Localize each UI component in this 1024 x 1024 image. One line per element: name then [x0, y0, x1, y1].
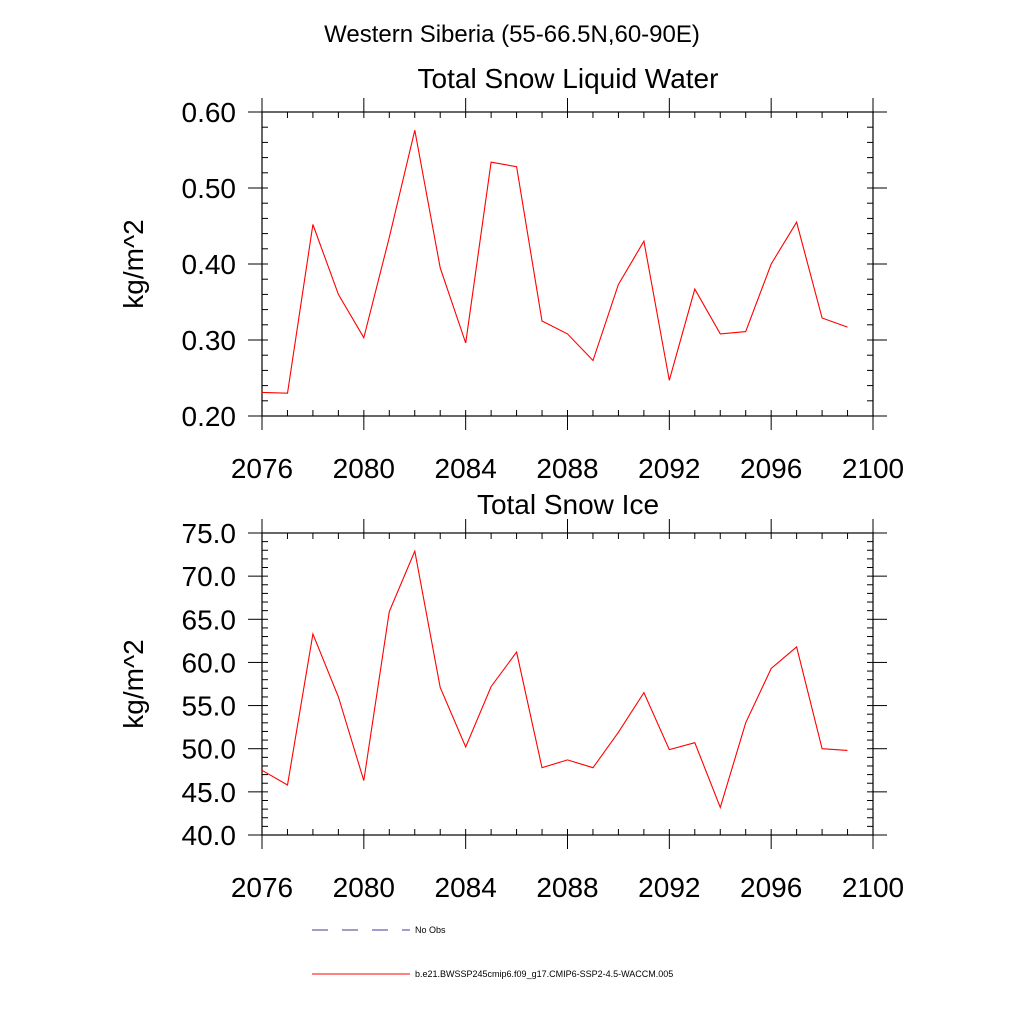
- y-tick-label: 0.20: [182, 401, 237, 432]
- y-tick-label: 0.40: [182, 249, 237, 280]
- panel-title: Total Snow Ice: [477, 489, 659, 520]
- series-line: [261, 130, 848, 394]
- y-tick-label: 75.0: [182, 518, 237, 549]
- y-tick-label: 65.0: [182, 604, 237, 635]
- panel-snow-liquid-water: Total Snow Liquid Water kg/m^2 2076 2080 2…: [118, 63, 904, 484]
- y-tick-label: 50.0: [182, 734, 237, 765]
- y-tick-label: 0.50: [182, 173, 237, 204]
- x-tick-label: 2092: [638, 453, 700, 484]
- plot-area: 2076 2080 2084 2088 2092 2096 2100 40.0 45.0 50.0…: [182, 518, 905, 903]
- figure-title: Western Siberia (55-66.5N,60-90E): [324, 21, 700, 48]
- y-tick-label: 0.30: [182, 325, 237, 356]
- plot-area: 2076 2080 2084 2088 2092 2096 2100 0.20 0.30 0.40…: [182, 97, 905, 484]
- y-tick-label: 40.0: [182, 820, 237, 851]
- legend-label-model: b.e21.BWSSP245cmip6.f09_g17.CMIP6-SSP2-4…: [415, 969, 673, 979]
- x-tick-label: 2088: [536, 872, 598, 903]
- legend: No Obs b.e21.BWSSP245cmip6.f09_g17.CMIP6…: [312, 925, 673, 979]
- x-tick-label: 2080: [333, 453, 395, 484]
- panel-snow-ice: Total Snow Ice kg/m^2 2076 2080 2084 2088 20…: [118, 489, 904, 903]
- x-tick-label: 2084: [435, 872, 497, 903]
- plot-frame: [261, 111, 874, 417]
- x-tick-label: 2092: [638, 872, 700, 903]
- series-line: [261, 549, 848, 810]
- x-tick-label: 2080: [333, 872, 395, 903]
- y-tick-label: 55.0: [182, 691, 237, 722]
- x-tick-label: 2088: [536, 453, 598, 484]
- plot-frame: [261, 532, 874, 836]
- y-axis-label: kg/m^2: [118, 219, 149, 308]
- y-tick-label: 60.0: [182, 647, 237, 678]
- x-tick-label: 2096: [740, 872, 802, 903]
- y-tick-label: 0.60: [182, 97, 237, 128]
- x-tick-label: 2100: [842, 872, 904, 903]
- x-tick-label: 2100: [842, 453, 904, 484]
- x-tick-label: 2076: [231, 453, 293, 484]
- y-tick-label: 45.0: [182, 777, 237, 808]
- x-tick-label: 2096: [740, 453, 802, 484]
- x-tick-label: 2084: [435, 453, 497, 484]
- y-axis-label: kg/m^2: [118, 639, 149, 728]
- panel-title: Total Snow Liquid Water: [418, 63, 719, 94]
- y-tick-label: 70.0: [182, 561, 237, 592]
- x-tick-label: 2076: [231, 872, 293, 903]
- legend-label-no-obs: No Obs: [415, 925, 446, 935]
